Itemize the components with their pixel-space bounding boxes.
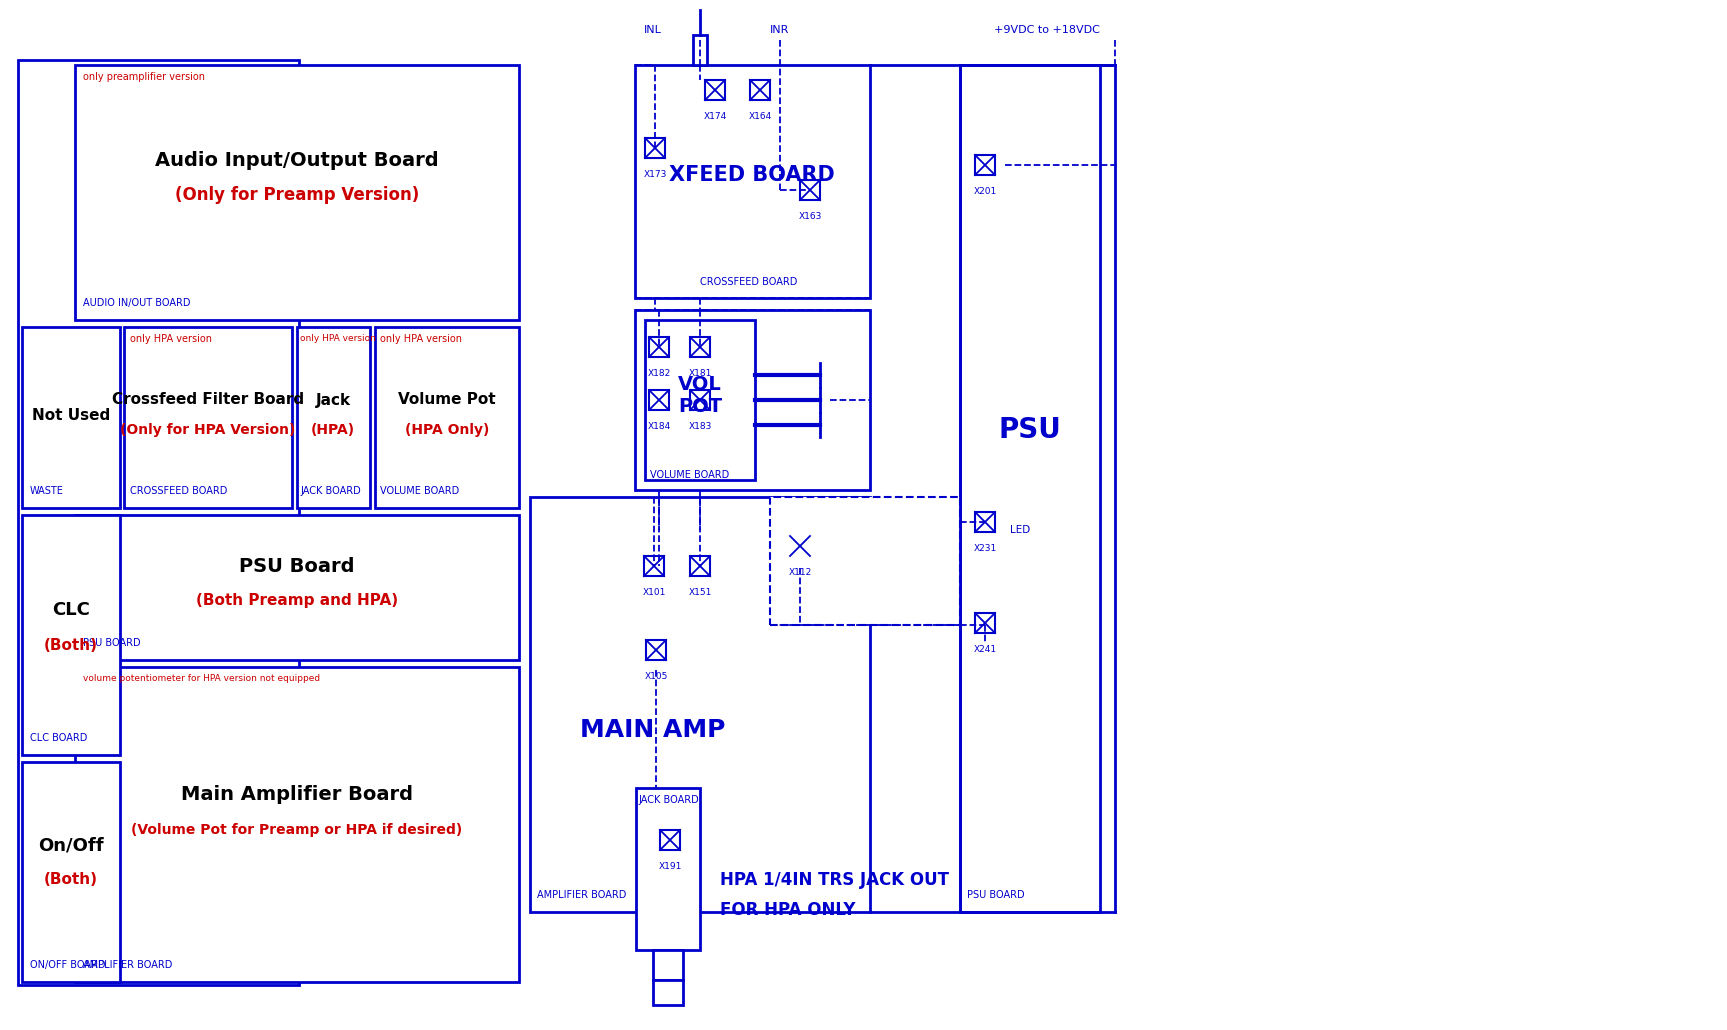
Bar [789, 536, 810, 556]
Text: AMPLIFIER BOARD: AMPLIFIER BOARD [83, 960, 173, 970]
Bar [691, 390, 710, 410]
Text: JACK BOARD: JACK BOARD [300, 486, 361, 496]
Bar [691, 556, 710, 576]
Bar [649, 390, 668, 410]
Text: +9VDC to +18VDC: +9VDC to +18VDC [995, 25, 1100, 35]
Bar [74, 667, 520, 982]
Text: only HPA version: only HPA version [380, 334, 463, 344]
Text: WASTE: WASTE [29, 486, 64, 496]
Bar [530, 497, 870, 912]
Text: On/Off: On/Off [38, 836, 104, 854]
Text: X151: X151 [689, 588, 712, 597]
Text: X163: X163 [798, 212, 822, 221]
Bar [644, 320, 755, 480]
Text: PSU BOARD: PSU BOARD [967, 890, 1024, 900]
Text: X182: X182 [648, 369, 670, 378]
Bar [644, 556, 663, 576]
Bar [636, 65, 870, 298]
Text: PSU Board: PSU Board [240, 557, 354, 577]
Text: X173: X173 [644, 170, 667, 179]
Text: PSU: PSU [998, 416, 1062, 444]
Bar [124, 327, 292, 508]
Text: LED: LED [1010, 525, 1031, 535]
Text: CROSSFEED BOARD: CROSSFEED BOARD [130, 486, 228, 496]
Bar [800, 180, 820, 200]
Text: INL: INL [644, 25, 661, 35]
Bar [74, 65, 520, 320]
Bar [653, 950, 682, 980]
Text: HPA 1/4IN TRS JACK OUT: HPA 1/4IN TRS JACK OUT [720, 871, 950, 889]
Text: X174: X174 [703, 112, 727, 121]
Text: only preamplifier version: only preamplifier version [83, 72, 206, 82]
Bar [22, 327, 119, 508]
Text: Jack: Jack [316, 392, 351, 408]
Bar [691, 337, 710, 357]
Text: Crossfeed Filter Board: Crossfeed Filter Board [112, 392, 304, 408]
Text: CLC BOARD: CLC BOARD [29, 733, 88, 743]
Text: X105: X105 [644, 672, 668, 681]
Text: CLC: CLC [52, 600, 90, 619]
Bar [705, 80, 725, 100]
Bar [660, 830, 680, 850]
Bar [976, 512, 995, 533]
Text: INR: INR [770, 25, 789, 35]
Text: AMPLIFIER BOARD: AMPLIFIER BOARD [537, 890, 627, 900]
Text: X241: X241 [974, 645, 996, 654]
Bar [770, 497, 960, 625]
Text: (Volume Pot for Preamp or HPA if desired): (Volume Pot for Preamp or HPA if desired… [131, 823, 463, 837]
Text: (HPA Only): (HPA Only) [404, 423, 489, 437]
Text: X184: X184 [648, 422, 670, 431]
Text: ON/OFF BOARD: ON/OFF BOARD [29, 960, 105, 970]
Text: only HPA version: only HPA version [300, 334, 376, 343]
Text: (Both): (Both) [43, 872, 98, 888]
Bar [976, 613, 995, 633]
Bar [297, 327, 370, 508]
Bar [976, 154, 995, 175]
Text: MAIN AMP: MAIN AMP [580, 718, 725, 742]
Text: JACK BOARD: JACK BOARD [637, 795, 699, 805]
Text: VOLUME BOARD: VOLUME BOARD [649, 470, 729, 480]
Text: XFEED BOARD: XFEED BOARD [668, 165, 834, 185]
Bar [646, 640, 667, 660]
Bar [653, 980, 682, 1005]
Text: (HPA): (HPA) [311, 423, 356, 437]
Text: X181: X181 [689, 369, 712, 378]
Text: (Only for HPA Version): (Only for HPA Version) [121, 423, 295, 437]
Text: (Both Preamp and HPA): (Both Preamp and HPA) [195, 592, 397, 608]
Bar [74, 515, 520, 660]
Text: Audio Input/Output Board: Audio Input/Output Board [155, 150, 439, 170]
Bar [693, 35, 706, 65]
Bar [375, 327, 520, 508]
Bar [750, 80, 770, 100]
Bar [636, 310, 870, 490]
Bar [22, 515, 119, 755]
Text: only HPA version: only HPA version [130, 334, 212, 344]
Text: volume potentiometer for HPA version not equipped: volume potentiometer for HPA version not… [83, 674, 319, 683]
Text: FOR HPA ONLY: FOR HPA ONLY [720, 901, 855, 919]
Text: Main Amplifier Board: Main Amplifier Board [181, 786, 413, 804]
Text: X183: X183 [689, 422, 712, 431]
Bar [17, 60, 299, 985]
Text: X201: X201 [974, 187, 996, 196]
Bar [649, 337, 668, 357]
Bar [22, 762, 119, 982]
Text: X191: X191 [658, 862, 682, 871]
Text: VOLUME BOARD: VOLUME BOARD [380, 486, 459, 496]
Text: X101: X101 [642, 588, 665, 597]
Text: (Only for Preamp Version): (Only for Preamp Version) [174, 186, 420, 204]
Bar [644, 138, 665, 158]
Text: X112: X112 [788, 568, 812, 577]
Text: Volume Pot: Volume Pot [399, 392, 496, 408]
Text: Not Used: Not Used [31, 408, 111, 422]
Text: X164: X164 [748, 112, 772, 121]
Text: X231: X231 [974, 544, 996, 553]
Text: CROSSFEED BOARD: CROSSFEED BOARD [699, 277, 798, 287]
Text: PSU BOARD: PSU BOARD [83, 638, 140, 648]
Bar [960, 65, 1100, 912]
Text: AUDIO IN/OUT BOARD: AUDIO IN/OUT BOARD [83, 298, 190, 308]
Text: VOL
POT: VOL POT [679, 375, 722, 415]
Text: (Both): (Both) [43, 638, 98, 652]
Bar [636, 788, 699, 950]
